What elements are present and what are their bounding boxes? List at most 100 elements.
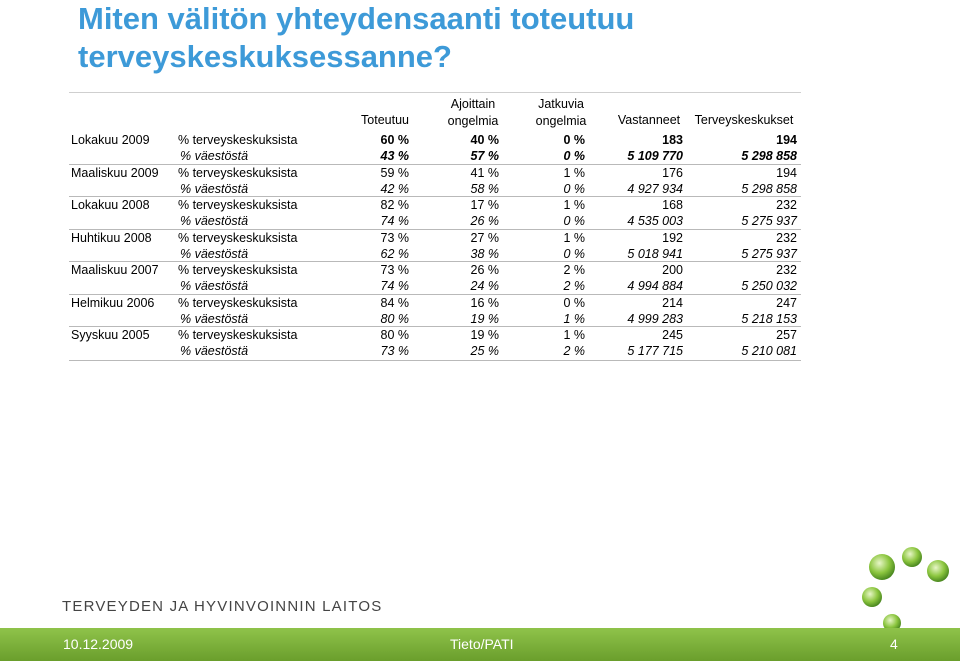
cell-value: 257 — [776, 328, 797, 342]
col-header-jatkuvia: Jatkuvia ongelmia — [521, 96, 601, 130]
cell-value: 200 — [662, 263, 683, 277]
row-separator — [69, 261, 801, 262]
row-period: Lokakuu 2008 — [71, 198, 150, 212]
cell-value: 5 210 081 — [741, 344, 797, 358]
cell-value: 73 % — [380, 263, 410, 277]
cell-value: 43 % — [380, 149, 410, 163]
row-separator — [69, 196, 801, 197]
cell-value: 57 % — [470, 149, 500, 163]
table-row: Syyskuu 2005 % terveyskeskuksista 80 % 19 %… — [69, 327, 801, 343]
cell-value: 5 298 858 — [741, 181, 797, 196]
organization-logo-icon — [862, 547, 949, 632]
col-header-jatkuvia-line1: Jatkuvia — [538, 97, 584, 111]
table-row: % väestöstä 62 % 38 % 0 % 5 018 941 5 275 937 — [69, 246, 801, 262]
row-label: % väestöstä — [180, 279, 249, 293]
row-label: % väestöstä — [180, 149, 249, 163]
table-row: Huhtikuu 2008 % terveyskeskuksista 73 % 27 … — [69, 230, 801, 246]
cell-value: 5 275 937 — [741, 214, 797, 228]
row-label: % terveyskeskuksista — [178, 328, 298, 342]
cell-value: 17 % — [470, 198, 500, 212]
cell-value: 73 % — [380, 230, 410, 245]
cell-value: 2 % — [563, 263, 585, 277]
cell-value: 27 % — [470, 230, 500, 245]
cell-value: 40 % — [470, 133, 500, 147]
table-row: Lokakuu 2008 % terveyskeskuksista 82 % 17 %… — [69, 197, 801, 213]
cell-value: 41 % — [470, 165, 500, 180]
cell-value: 38 % — [470, 246, 500, 261]
table-row: % väestöstä 80 % 19 % 1 % 4 999 283 5 218 153 — [69, 311, 801, 327]
cell-value: 1 % — [563, 230, 585, 245]
cell-value: 1 % — [563, 198, 585, 212]
cell-value: 0 % — [563, 246, 585, 261]
cell-value: 1 % — [563, 165, 585, 180]
table-row: Maaliskuu 2009 % terveyskeskuksista 59 % 41… — [69, 165, 801, 181]
cell-value: 2 % — [563, 279, 585, 293]
cell-value: 58 % — [470, 181, 500, 196]
footer-bar: 10.12.2009 Tieto/PATI 4 — [0, 628, 960, 661]
cell-value: 1 % — [563, 311, 585, 326]
row-separator — [69, 163, 801, 165]
footer-source: Tieto/PATI — [450, 636, 514, 652]
row-period: Huhtikuu 2008 — [71, 230, 152, 245]
cell-value: 4 535 003 — [627, 214, 683, 228]
cell-value: 0 % — [563, 214, 585, 228]
col-header-terveyskeskukset: Terveyskeskukset — [694, 113, 794, 127]
col-header-jatkuvia-line2: ongelmia — [535, 114, 587, 128]
table-row: % väestöstä 43 % 57 % 0 % 5 109 770 5 298 858 — [69, 148, 801, 164]
cell-value: 232 — [776, 230, 797, 245]
organization-name: TERVEYDEN JA HYVINVOINNIN LAITOS — [62, 598, 383, 615]
cell-value: 5 109 770 — [627, 149, 683, 163]
row-label: % väestöstä — [180, 246, 249, 261]
table-row: % väestöstä 74 % 24 % 2 % 4 994 884 5 250 032 — [69, 278, 801, 294]
row-label: % väestöstä — [180, 311, 249, 326]
cell-value: 5 018 941 — [627, 246, 683, 261]
cell-value: 0 % — [563, 181, 585, 196]
cell-value: 214 — [662, 295, 683, 310]
row-period: Maaliskuu 2009 — [71, 165, 159, 180]
row-period: Syyskuu 2005 — [71, 328, 150, 342]
cell-value: 247 — [776, 295, 797, 310]
cell-value: 26 % — [470, 263, 500, 277]
cell-value: 82 % — [380, 198, 410, 212]
cell-value: 232 — [776, 198, 797, 212]
cell-value: 80 % — [380, 328, 410, 342]
footer-date: 10.12.2009 — [63, 636, 134, 652]
table-bottom-border — [69, 359, 801, 361]
cell-value: 4 999 283 — [627, 311, 683, 326]
cell-value: 25 % — [470, 344, 500, 358]
cell-value: 42 % — [380, 181, 410, 196]
cell-value: 2 % — [563, 344, 585, 358]
cell-value: 5 298 858 — [741, 149, 797, 163]
cell-value: 232 — [776, 263, 797, 277]
table-body: Lokakuu 2009 % terveyskeskuksista 60 % 40 %… — [69, 132, 801, 462]
row-label: % terveyskeskuksista — [178, 198, 298, 212]
cell-value: 194 — [776, 165, 797, 180]
row-period: Lokakuu 2009 — [71, 133, 150, 147]
cell-value: 0 % — [563, 133, 585, 147]
row-separator — [69, 293, 801, 295]
cell-value: 84 % — [380, 295, 410, 310]
row-label: % terveyskeskuksista — [178, 133, 298, 147]
cell-value: 4 927 934 — [627, 181, 683, 196]
cell-value: 194 — [776, 133, 797, 147]
cell-value: 192 — [662, 230, 683, 245]
table-row: % väestöstä 42 % 58 % 0 % 4 927 934 5 298 858 — [69, 181, 801, 197]
row-period: Maaliskuu 2007 — [71, 263, 159, 277]
row-label: % väestöstä — [180, 344, 249, 358]
footer-page-number: 4 — [890, 636, 898, 652]
col-header-vastanneet: Vastanneet — [617, 113, 681, 127]
cell-value: 73 % — [380, 344, 410, 358]
col-header-toteutuu: Toteutuu — [361, 113, 409, 127]
cell-value: 0 % — [563, 149, 585, 163]
cell-value: 16 % — [470, 295, 500, 310]
row-label: % väestöstä — [180, 214, 249, 228]
cell-value: 5 275 937 — [741, 246, 797, 261]
cell-value: 19 % — [470, 328, 500, 342]
table-row: Helmikuu 2006 % terveyskeskuksista 84 % 16 … — [69, 295, 801, 311]
cell-value: 60 % — [380, 133, 410, 147]
col-header-ajoittain: Ajoittain ongelmia — [433, 96, 513, 130]
row-label: % terveyskeskuksista — [178, 230, 298, 245]
table-top-border — [69, 92, 801, 93]
col-header-ajoittain-line2: ongelmia — [447, 114, 499, 128]
col-header-ajoittain-line1: Ajoittain — [450, 97, 496, 111]
